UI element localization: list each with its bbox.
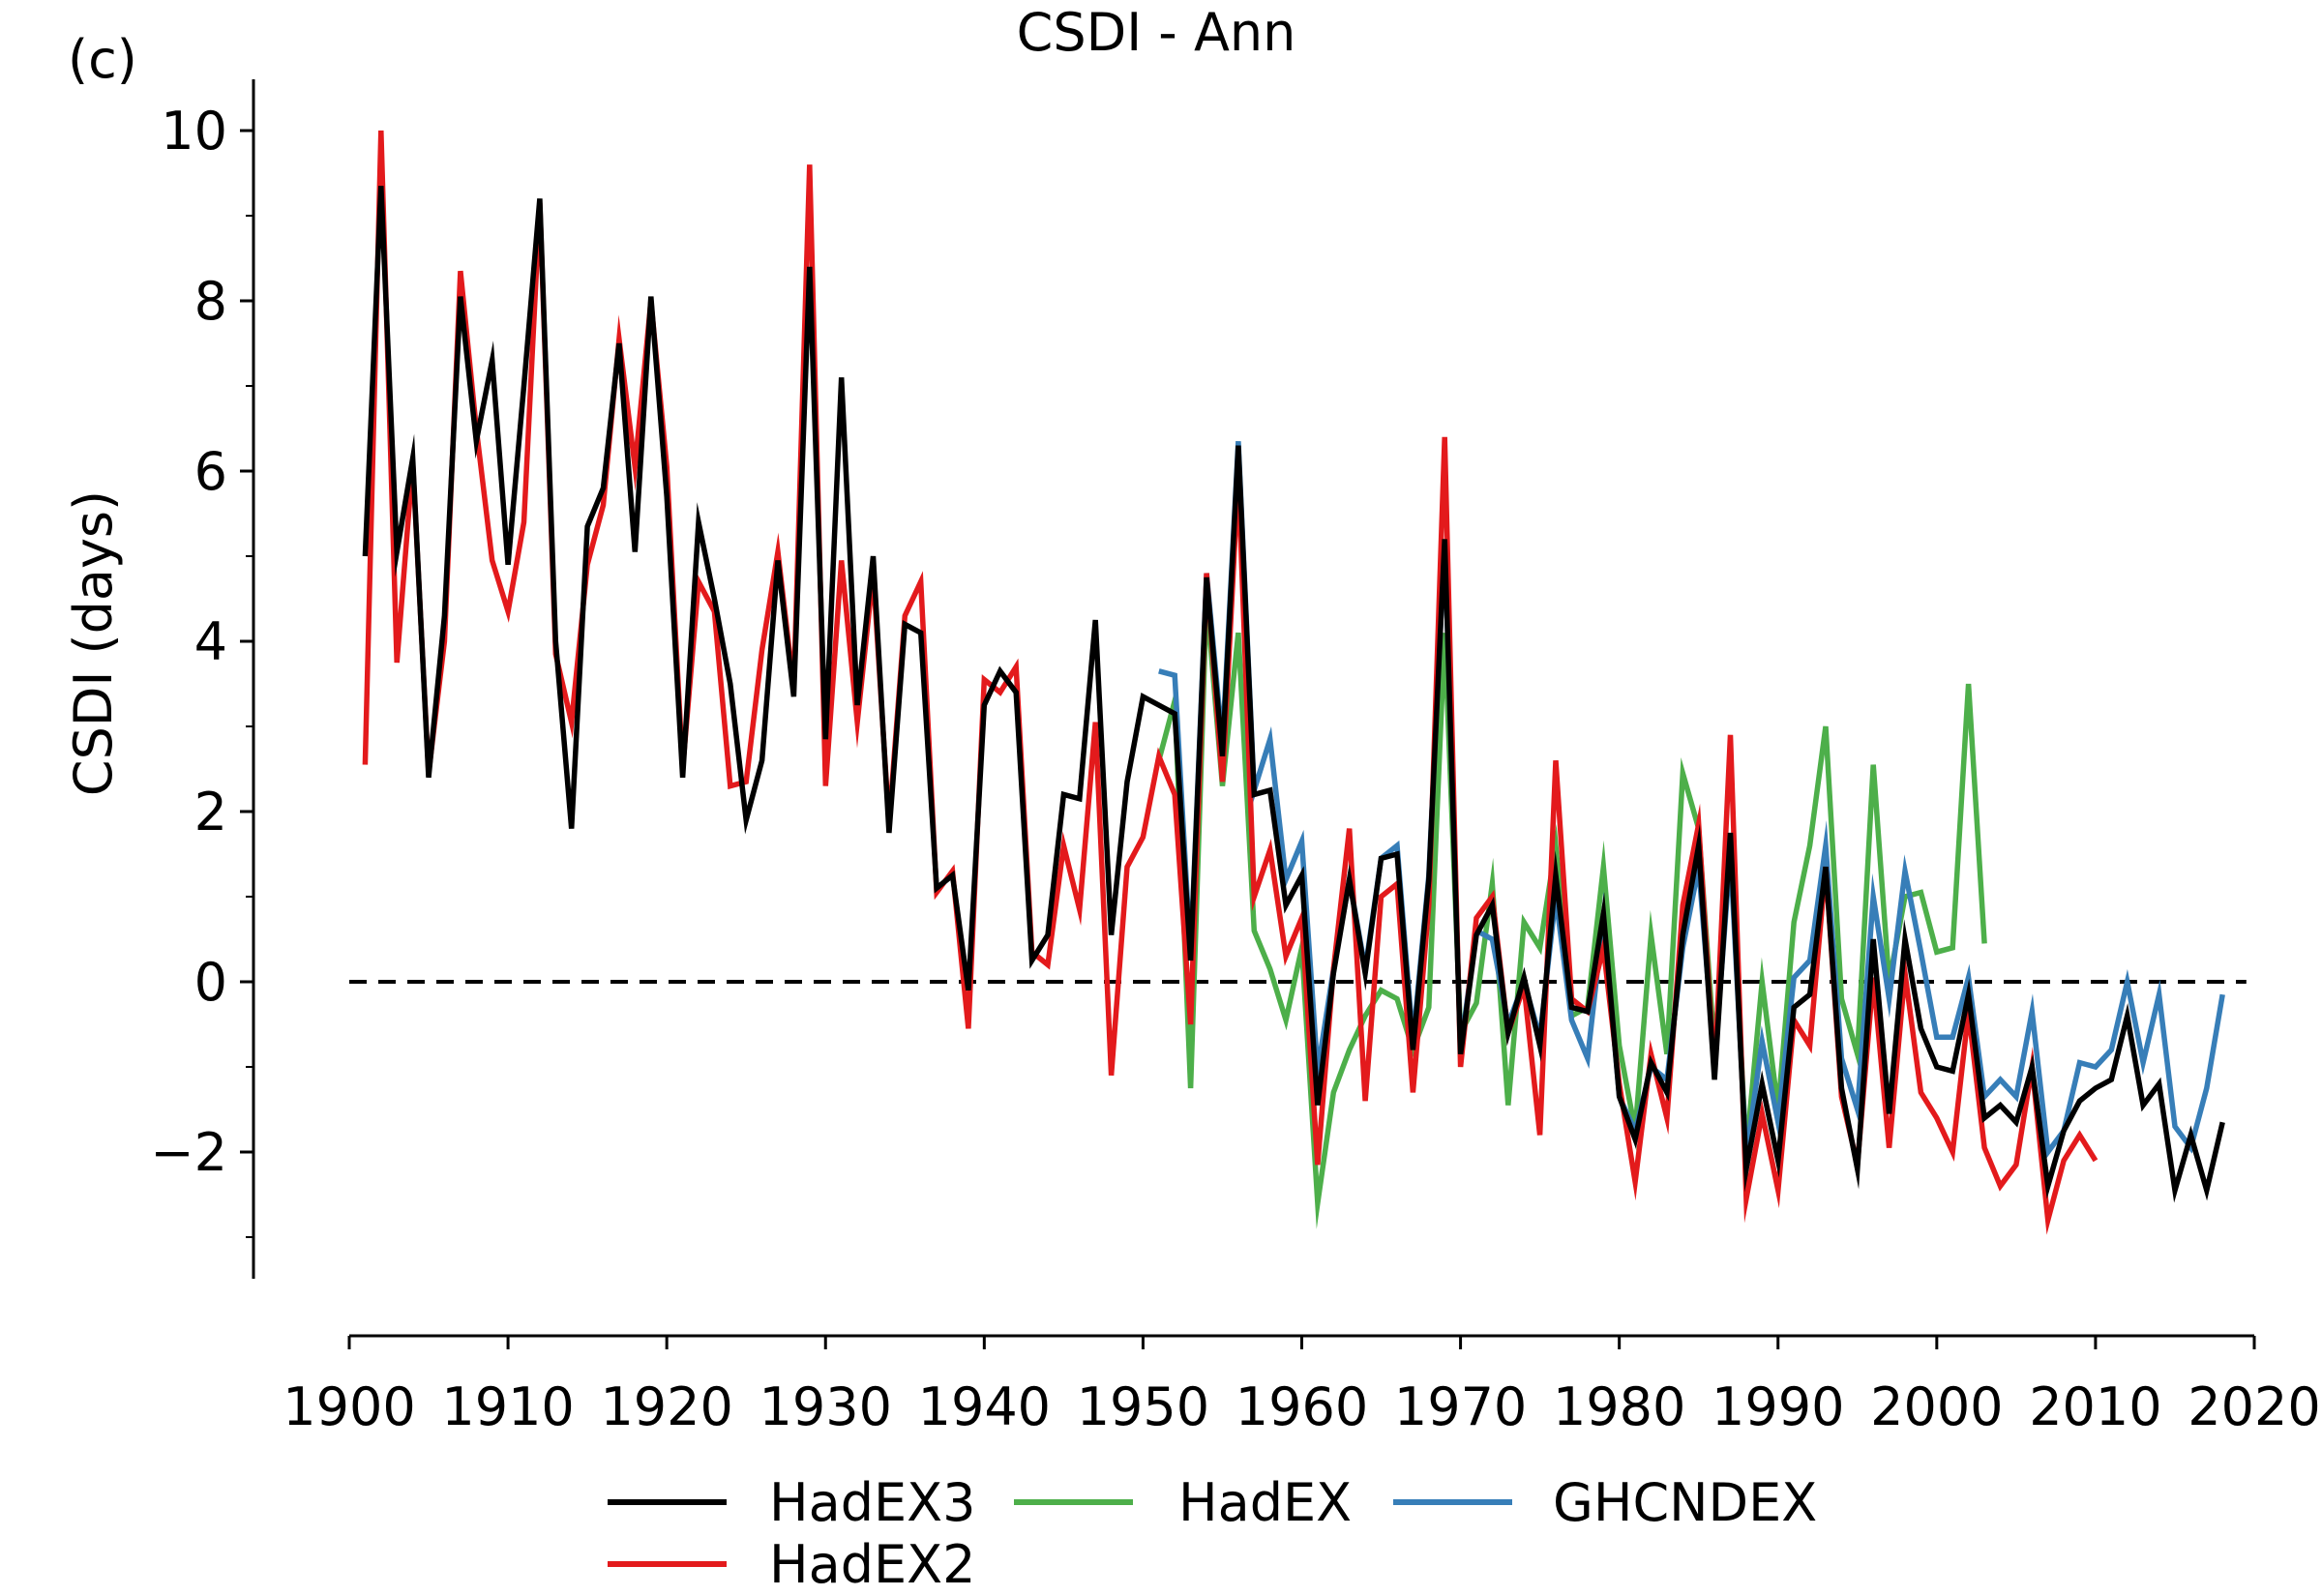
x-tick-label: 1990 — [1712, 1376, 1844, 1437]
legend-label: GHCNDEX — [1553, 1472, 1817, 1533]
legend-item-hadex3: HadEX3 — [608, 1472, 975, 1533]
y-tick-label: −2 — [150, 1122, 227, 1183]
legend-item-ghcndex: GHCNDEX — [1393, 1472, 1817, 1533]
series-line-hadex3 — [362, 186, 2225, 1203]
y-tick-label: 6 — [194, 441, 227, 502]
chart-title: CSDI - Ann — [1017, 2, 1296, 63]
plot-area — [362, 130, 2225, 1235]
x-axis-ticks: 1900 1910 1920 1930 1940 1950 1960 1970 1980 1990… — [283, 1336, 2321, 1437]
legend-item-hadex2: HadEX2 — [608, 1534, 975, 1595]
x-tick-label: 1910 — [441, 1376, 574, 1437]
x-tick-label: 2020 — [2188, 1376, 2320, 1437]
x-tick-label: 2000 — [1870, 1376, 2003, 1437]
y-tick-label: 2 — [194, 782, 227, 842]
y-axis-ticks: −2 0 2 4 6 8 10 — [150, 101, 253, 1238]
x-tick-label: 1900 — [283, 1376, 415, 1437]
x-tick-label: 1940 — [918, 1376, 1051, 1437]
legend-label: HadEX — [1178, 1472, 1352, 1533]
y-tick-label: 4 — [194, 611, 227, 672]
x-tick-label: 2010 — [2029, 1376, 2161, 1437]
x-tick-label: 1950 — [1077, 1376, 1209, 1437]
legend-label: HadEX3 — [769, 1472, 975, 1533]
x-tick-label: 1960 — [1235, 1376, 1368, 1437]
legend-label: HadEX2 — [769, 1534, 975, 1595]
y-tick-label: 0 — [194, 952, 227, 1013]
x-tick-label: 1930 — [759, 1376, 892, 1437]
x-tick-label: 1980 — [1553, 1376, 1685, 1437]
x-tick-label: 1920 — [600, 1376, 732, 1437]
x-tick-label: 1970 — [1394, 1376, 1527, 1437]
series-line-hadex2 — [362, 130, 2099, 1235]
y-axis-label: CSDI (days) — [63, 490, 124, 796]
legend-item-hadex: HadEX — [1014, 1472, 1352, 1533]
panel-label: (c) — [68, 29, 137, 90]
y-tick-label: 10 — [161, 101, 227, 162]
y-tick-label: 8 — [194, 271, 227, 332]
